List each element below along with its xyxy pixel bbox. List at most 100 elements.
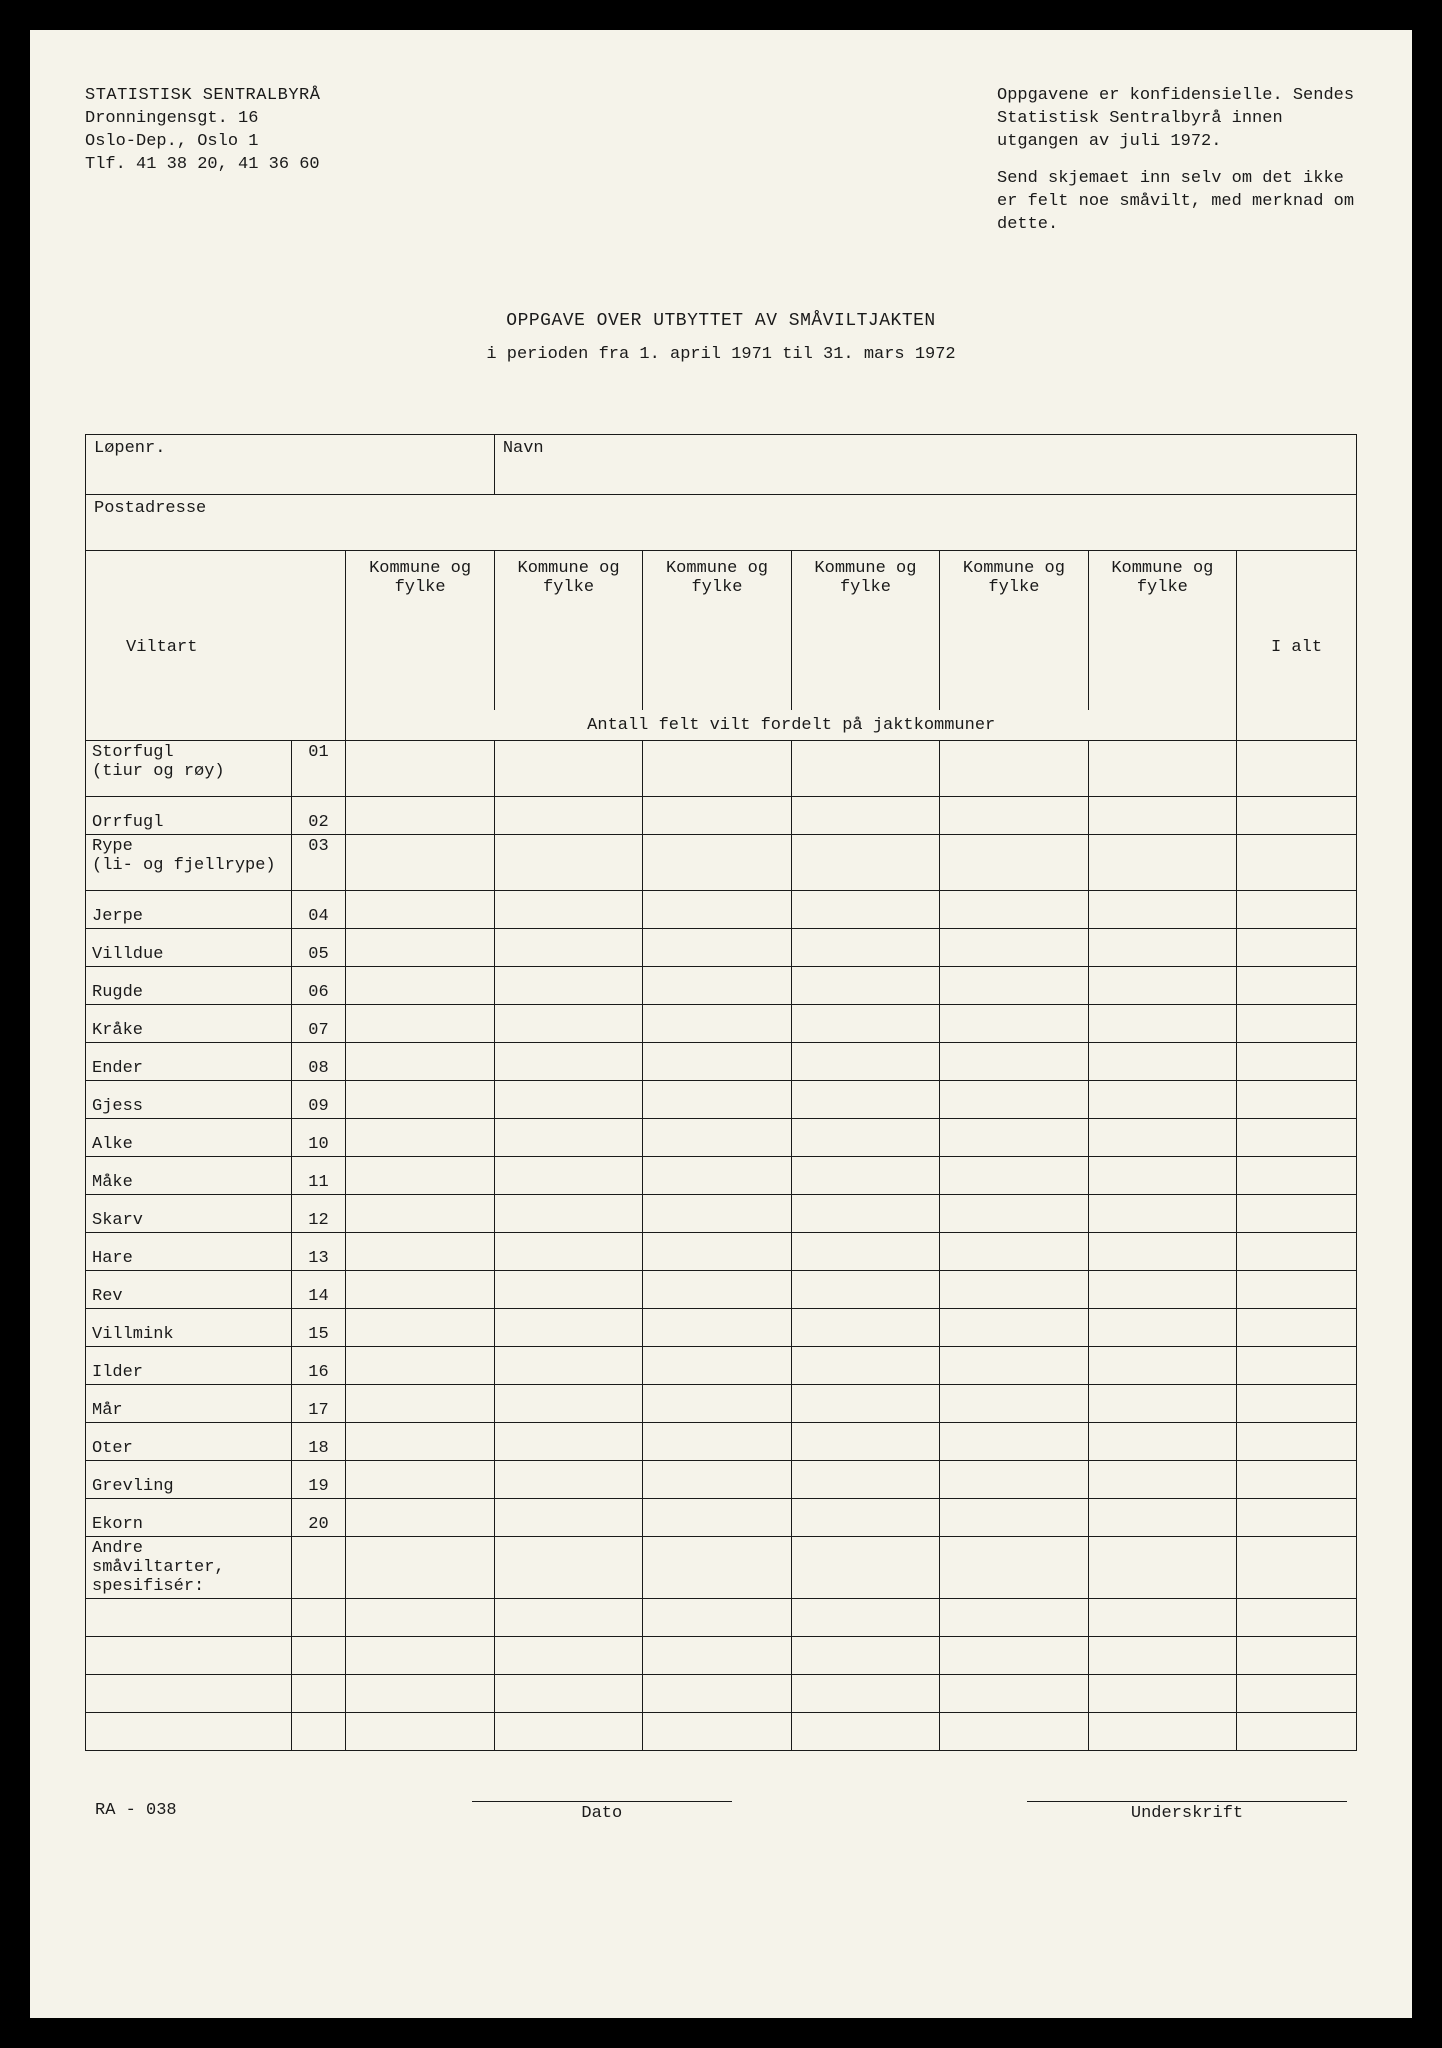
count-cell[interactable] (494, 1270, 642, 1308)
total-cell[interactable] (1237, 890, 1357, 928)
count-cell[interactable] (791, 1042, 939, 1080)
count-cell[interactable] (791, 928, 939, 966)
count-cell[interactable] (494, 740, 642, 796)
count-cell[interactable] (940, 928, 1088, 966)
count-cell[interactable] (643, 834, 791, 890)
count-cell[interactable] (1088, 1042, 1236, 1080)
count-cell[interactable] (791, 1674, 939, 1712)
count-cell[interactable] (791, 1232, 939, 1270)
total-cell[interactable] (1237, 1346, 1357, 1384)
total-cell[interactable] (1237, 1498, 1357, 1536)
count-cell[interactable] (346, 928, 494, 966)
count-cell[interactable] (791, 1346, 939, 1384)
count-cell[interactable] (791, 1498, 939, 1536)
count-cell[interactable] (346, 1460, 494, 1498)
count-cell[interactable] (346, 1080, 494, 1118)
count-cell[interactable] (643, 796, 791, 834)
count-cell[interactable] (346, 966, 494, 1004)
kommune-header-3[interactable]: Kommune og fylke (643, 550, 791, 710)
count-cell[interactable] (1088, 1270, 1236, 1308)
count-cell[interactable] (643, 1346, 791, 1384)
count-cell[interactable] (494, 1232, 642, 1270)
count-cell[interactable] (940, 1156, 1088, 1194)
count-cell[interactable] (791, 1004, 939, 1042)
count-cell[interactable] (940, 1118, 1088, 1156)
total-cell[interactable] (1237, 1194, 1357, 1232)
count-cell[interactable] (940, 1004, 1088, 1042)
count-cell[interactable] (940, 1194, 1088, 1232)
count-cell[interactable] (1088, 740, 1236, 796)
count-cell[interactable] (1088, 834, 1236, 890)
total-cell[interactable] (1237, 796, 1357, 834)
count-cell[interactable] (643, 928, 791, 966)
count-cell[interactable] (346, 740, 494, 796)
postadresse-field[interactable]: Postadresse (86, 494, 1357, 550)
count-cell[interactable] (1088, 1346, 1236, 1384)
total-cell[interactable] (1237, 1598, 1357, 1636)
count-cell[interactable] (643, 1674, 791, 1712)
count-cell[interactable] (494, 1598, 642, 1636)
count-cell[interactable] (494, 1498, 642, 1536)
count-cell[interactable] (1088, 1422, 1236, 1460)
count-cell[interactable] (494, 1712, 642, 1750)
count-cell[interactable] (940, 1308, 1088, 1346)
count-cell[interactable] (940, 1498, 1088, 1536)
total-cell[interactable] (1237, 1004, 1357, 1042)
count-cell[interactable] (1088, 1674, 1236, 1712)
count-cell[interactable] (1088, 1384, 1236, 1422)
count-cell[interactable] (643, 1498, 791, 1536)
kommune-header-5[interactable]: Kommune og fylke (940, 550, 1088, 710)
count-cell[interactable] (346, 1536, 494, 1598)
count-cell[interactable] (346, 1712, 494, 1750)
count-cell[interactable] (643, 740, 791, 796)
count-cell[interactable] (494, 834, 642, 890)
count-cell[interactable] (1088, 1598, 1236, 1636)
count-cell[interactable] (346, 1194, 494, 1232)
count-cell[interactable] (346, 1498, 494, 1536)
kommune-header-1[interactable]: Kommune og fylke (346, 550, 494, 710)
count-cell[interactable] (494, 1156, 642, 1194)
count-cell[interactable] (346, 1598, 494, 1636)
count-cell[interactable] (1088, 1080, 1236, 1118)
count-cell[interactable] (346, 834, 494, 890)
count-cell[interactable] (643, 1118, 791, 1156)
count-cell[interactable] (346, 1004, 494, 1042)
count-cell[interactable] (791, 740, 939, 796)
count-cell[interactable] (346, 1270, 494, 1308)
count-cell[interactable] (1088, 1194, 1236, 1232)
count-cell[interactable] (940, 1422, 1088, 1460)
count-cell[interactable] (791, 966, 939, 1004)
total-cell[interactable] (1237, 1308, 1357, 1346)
count-cell[interactable] (1088, 1232, 1236, 1270)
count-cell[interactable] (494, 1384, 642, 1422)
total-cell[interactable] (1237, 1270, 1357, 1308)
total-cell[interactable] (1237, 1156, 1357, 1194)
count-cell[interactable] (1088, 1460, 1236, 1498)
count-cell[interactable] (940, 890, 1088, 928)
count-cell[interactable] (494, 1308, 642, 1346)
count-cell[interactable] (494, 1460, 642, 1498)
count-cell[interactable] (643, 1598, 791, 1636)
count-cell[interactable] (940, 1674, 1088, 1712)
lopenr-field[interactable]: Løpenr. (86, 434, 495, 494)
count-cell[interactable] (791, 1536, 939, 1598)
count-cell[interactable] (643, 1536, 791, 1598)
count-cell[interactable] (1088, 1118, 1236, 1156)
total-cell[interactable] (1237, 1712, 1357, 1750)
count-cell[interactable] (494, 1422, 642, 1460)
count-cell[interactable] (494, 1674, 642, 1712)
count-cell[interactable] (791, 834, 939, 890)
count-cell[interactable] (791, 1712, 939, 1750)
count-cell[interactable] (643, 1194, 791, 1232)
count-cell[interactable] (643, 1308, 791, 1346)
count-cell[interactable] (643, 1422, 791, 1460)
count-cell[interactable] (643, 1080, 791, 1118)
count-cell[interactable] (494, 1194, 642, 1232)
total-cell[interactable] (1237, 1080, 1357, 1118)
count-cell[interactable] (346, 1674, 494, 1712)
count-cell[interactable] (494, 1118, 642, 1156)
count-cell[interactable] (940, 1636, 1088, 1674)
count-cell[interactable] (940, 1598, 1088, 1636)
count-cell[interactable] (940, 1232, 1088, 1270)
count-cell[interactable] (791, 1118, 939, 1156)
